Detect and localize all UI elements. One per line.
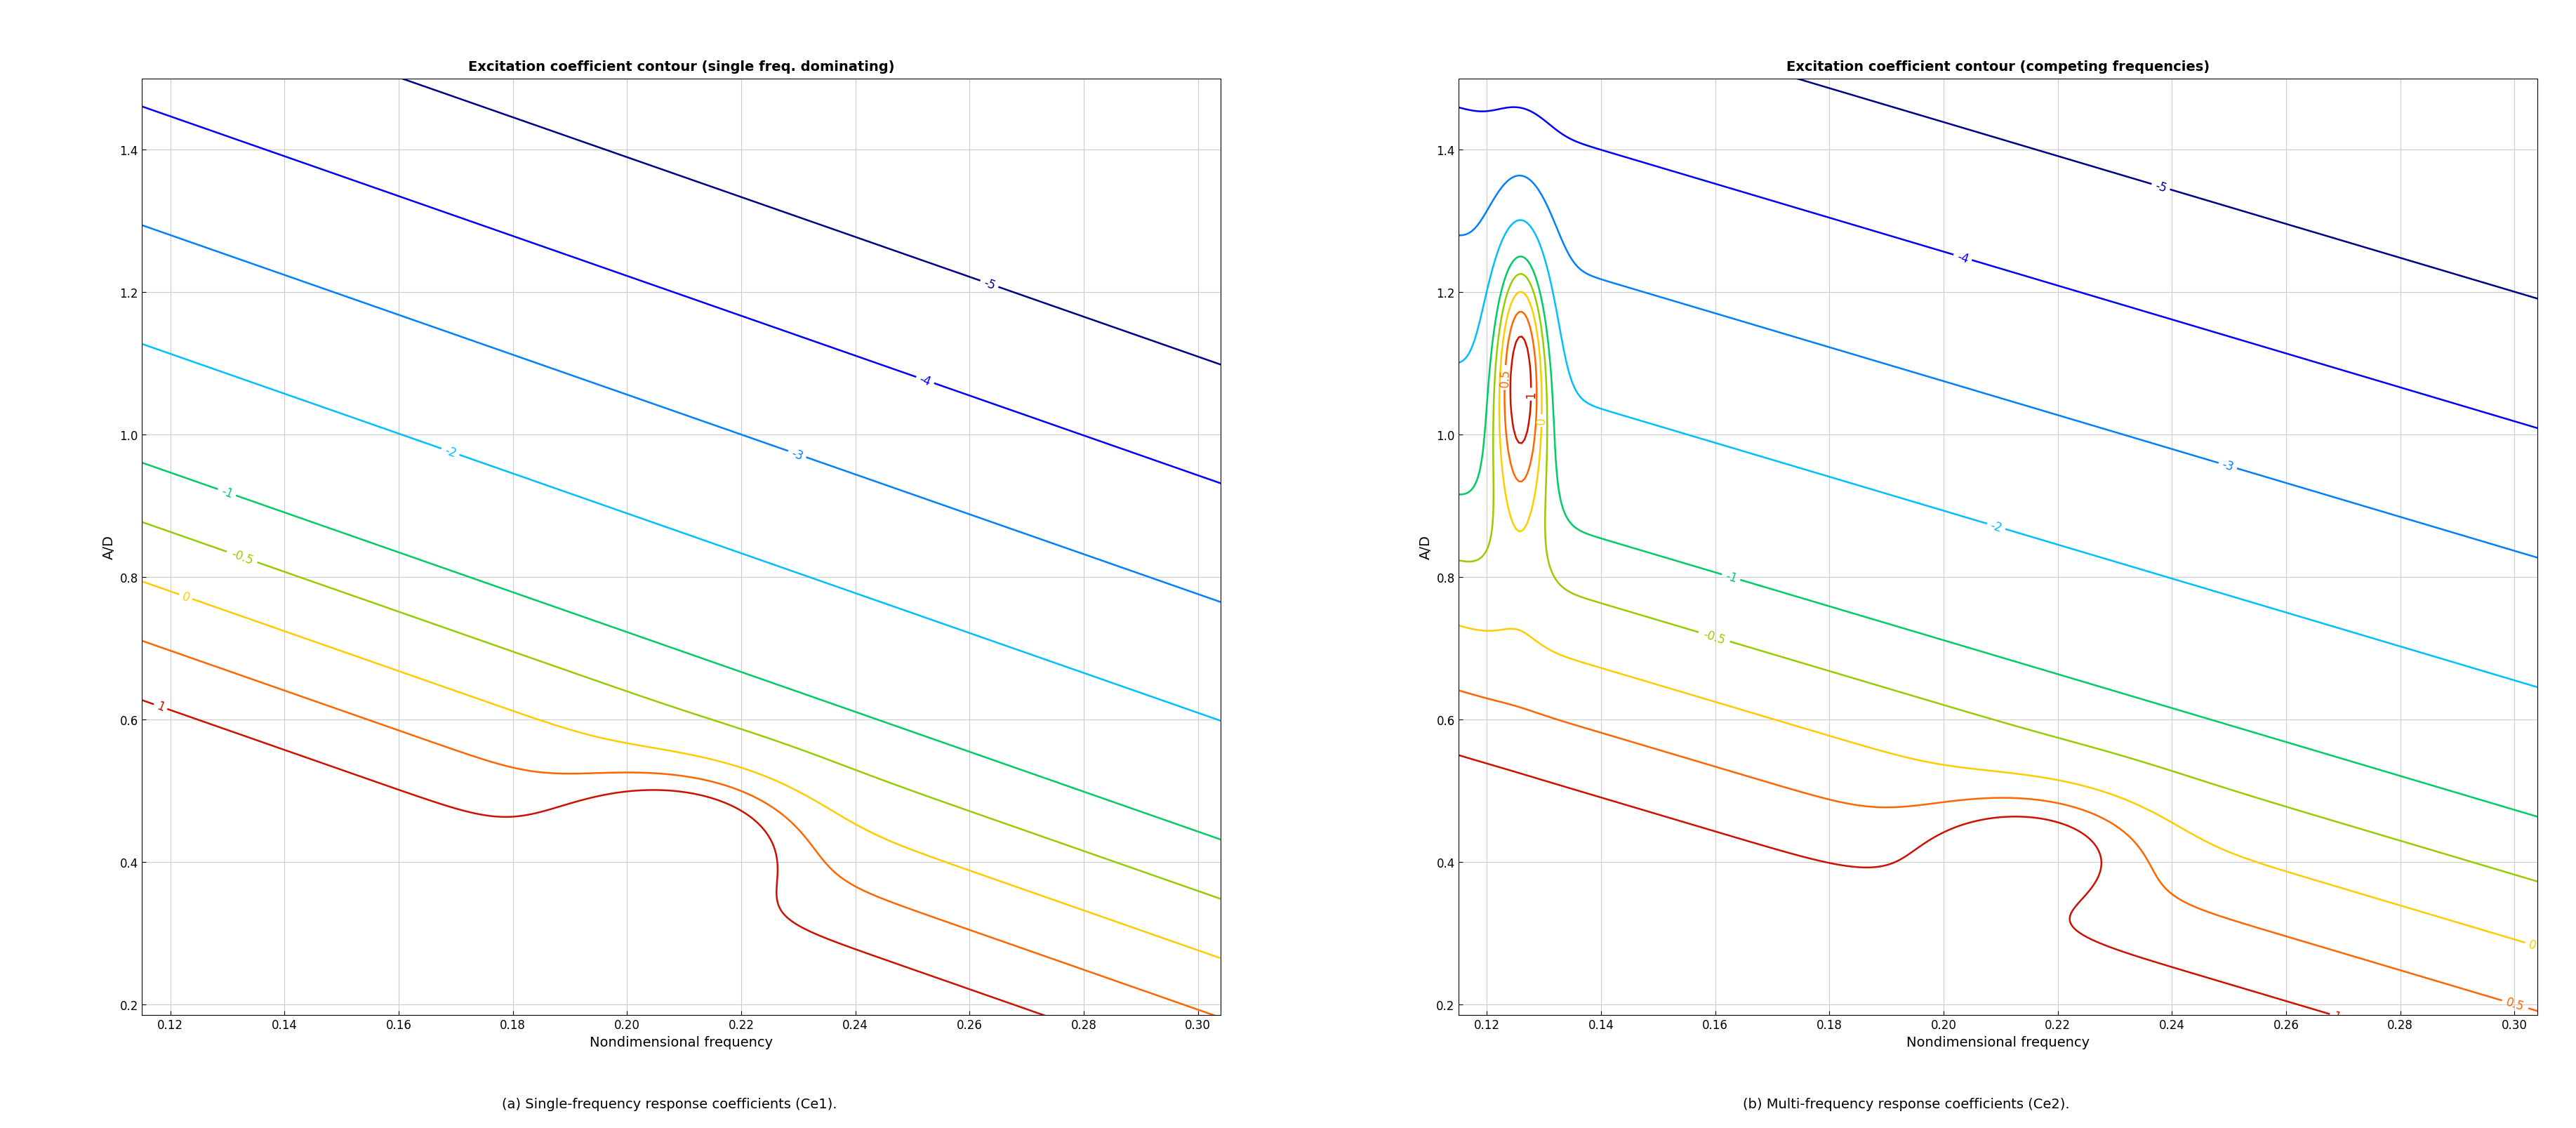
Text: -1: -1 [1723,570,1739,585]
Text: -2: -2 [1989,519,2004,535]
Y-axis label: A/D: A/D [103,535,116,559]
Text: -5: -5 [981,276,997,292]
Text: 0: 0 [1535,417,1548,425]
Text: 0.5: 0.5 [2504,996,2527,1013]
X-axis label: Nondimensional frequency: Nondimensional frequency [1906,1036,2089,1048]
Title: Excitation coefficient contour (competing frequencies): Excitation coefficient contour (competin… [1785,61,2210,74]
Text: -1: -1 [219,485,234,501]
Text: (b) Multi-frequency response coefficients (Ce2).: (b) Multi-frequency response coefficient… [1744,1098,2069,1110]
Text: -4: -4 [1955,250,1971,265]
Text: 1: 1 [155,699,167,714]
X-axis label: Nondimensional frequency: Nondimensional frequency [590,1036,773,1048]
Title: Excitation coefficient contour (single freq. dominating): Excitation coefficient contour (single f… [469,61,894,74]
Text: -4: -4 [917,372,933,388]
Text: -5: -5 [2154,179,2169,195]
Text: -3: -3 [2221,458,2236,474]
Text: 0: 0 [180,590,191,605]
Y-axis label: A/D: A/D [1419,535,1432,559]
Text: 1: 1 [2331,1008,2342,1023]
Text: -2: -2 [443,444,459,460]
Text: 0.5: 0.5 [1499,369,1512,387]
Text: -0.5: -0.5 [229,547,255,567]
Text: (a) Single-frequency response coefficients (Ce1).: (a) Single-frequency response coefficien… [502,1098,837,1110]
Text: 0.5: 0.5 [106,623,126,641]
Text: 0: 0 [2527,937,2537,952]
Text: -3: -3 [788,447,804,462]
Text: 1: 1 [1525,391,1538,398]
Text: -0.5: -0.5 [1703,627,1726,646]
